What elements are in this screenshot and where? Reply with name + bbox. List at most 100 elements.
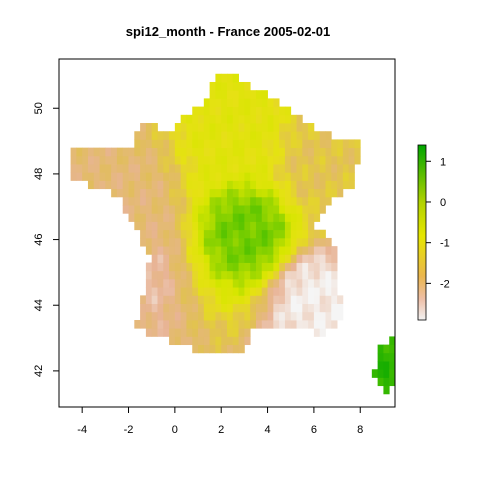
raster-cell	[186, 295, 193, 304]
raster-cell	[215, 139, 222, 149]
raster-cell	[186, 246, 193, 255]
raster-cell	[209, 278, 216, 288]
raster-cell	[337, 172, 344, 181]
raster-cell	[377, 352, 384, 362]
raster-cell	[342, 155, 350, 165]
raster-cell	[192, 262, 199, 272]
raster-cell	[255, 114, 263, 124]
raster-cell	[99, 155, 106, 165]
raster-cell	[151, 213, 158, 222]
raster-cell	[111, 172, 118, 181]
raster-cell	[140, 164, 147, 173]
raster-cell	[151, 205, 158, 214]
raster-cell	[238, 123, 245, 132]
raster-cell	[267, 139, 274, 149]
raster-cell	[163, 180, 170, 190]
raster-cell	[250, 303, 257, 313]
raster-cell	[151, 237, 158, 247]
raster-cell	[319, 180, 326, 190]
raster-cell	[76, 147, 83, 157]
raster-cell	[255, 270, 263, 280]
raster-cell	[157, 221, 164, 231]
raster-cell	[203, 303, 211, 313]
raster-cell	[215, 320, 222, 329]
raster-cell	[198, 336, 205, 346]
raster-cell	[215, 262, 222, 272]
raster-cell	[209, 344, 216, 354]
raster-cell	[238, 98, 245, 108]
raster-cell	[255, 213, 263, 222]
raster-cell	[192, 213, 199, 222]
raster-cell	[227, 344, 234, 354]
raster-cell	[232, 180, 239, 190]
raster-cell	[284, 196, 292, 206]
raster-cell	[238, 311, 245, 321]
raster-cell	[255, 237, 263, 247]
raster-cell	[319, 287, 326, 296]
raster-cell	[284, 139, 292, 149]
raster-cell	[250, 180, 257, 190]
raster-cell	[209, 320, 216, 329]
raster-cell	[151, 139, 158, 149]
raster-cell	[255, 172, 263, 181]
raster-cell	[145, 205, 153, 214]
raster-cell	[296, 196, 303, 206]
raster-cell	[319, 196, 326, 206]
raster-cell	[174, 147, 182, 157]
raster-cell	[279, 180, 286, 190]
raster-cell	[227, 123, 234, 132]
raster-cell	[209, 139, 216, 149]
raster-cell	[128, 205, 135, 214]
raster-cell	[151, 123, 158, 132]
raster-cell	[232, 295, 239, 304]
raster-cell	[308, 205, 315, 214]
raster-cell	[238, 237, 245, 247]
raster-cell	[255, 303, 263, 313]
raster-cell	[279, 164, 286, 173]
raster-cell	[331, 262, 338, 272]
raster-cell	[227, 172, 234, 181]
raster-cell	[169, 155, 176, 165]
raster-cell	[250, 196, 257, 206]
raster-cell	[221, 246, 228, 255]
raster-cell	[302, 139, 309, 149]
raster-cell	[221, 237, 228, 247]
raster-cell	[215, 344, 222, 354]
raster-cell	[238, 172, 245, 181]
raster-cell	[302, 213, 309, 222]
raster-cell	[232, 188, 239, 198]
raster-cell	[244, 90, 251, 99]
raster-cell	[145, 287, 153, 296]
raster-cell	[209, 123, 216, 132]
raster-cell	[261, 131, 268, 140]
raster-cell	[145, 237, 153, 247]
raster-cell	[232, 205, 239, 214]
raster-cell	[273, 139, 280, 149]
raster-cell	[238, 246, 245, 255]
raster-cell	[313, 254, 321, 263]
raster-cell	[180, 320, 187, 329]
raster-cell	[284, 213, 292, 222]
raster-cell	[302, 221, 309, 231]
raster-cell	[198, 164, 205, 173]
raster-cell	[99, 147, 106, 157]
raster-cell	[221, 295, 228, 304]
raster-cell	[180, 246, 187, 255]
raster-cell	[186, 188, 193, 198]
raster-cell	[192, 131, 199, 140]
raster-cell	[221, 287, 228, 296]
raster-cell	[163, 196, 170, 206]
raster-cell	[145, 139, 153, 149]
raster-cell	[145, 213, 153, 222]
raster-cell	[122, 155, 129, 165]
raster-cell	[180, 164, 187, 173]
raster-cell	[192, 155, 199, 165]
raster-cell	[140, 303, 147, 313]
raster-cell	[186, 213, 193, 222]
raster-cell	[174, 213, 182, 222]
raster-cell	[238, 180, 245, 190]
raster-cell	[169, 237, 176, 247]
raster-cell	[169, 196, 176, 206]
raster-cell	[267, 229, 274, 239]
raster-cell	[215, 336, 222, 346]
